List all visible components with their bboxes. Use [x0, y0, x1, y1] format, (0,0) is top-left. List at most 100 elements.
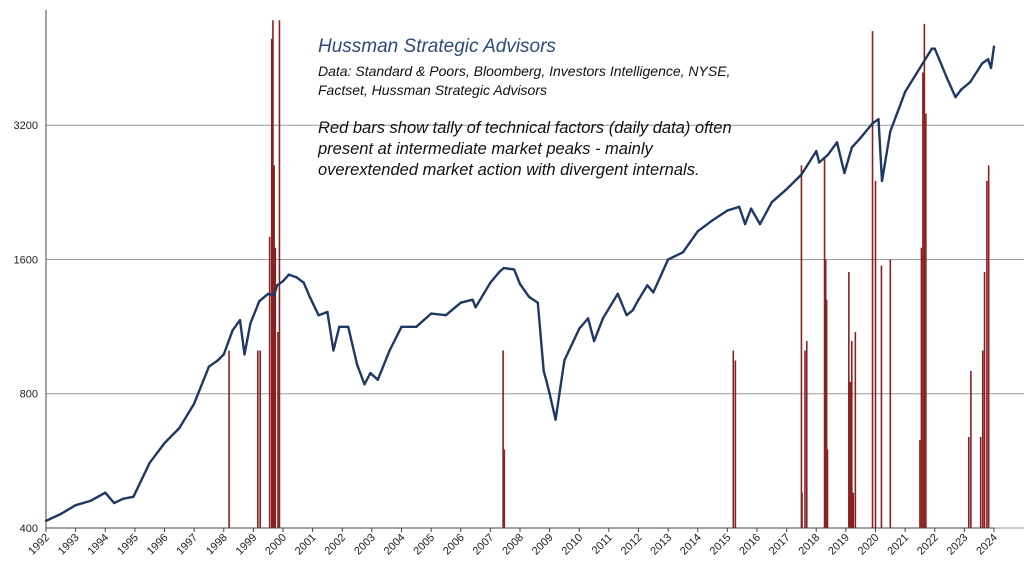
price-point [243, 353, 246, 356]
x-tick-label: 2010 [560, 532, 586, 558]
x-tick-label: 1996 [145, 532, 171, 558]
x-tick-label: 2008 [500, 532, 526, 558]
price-point [711, 218, 714, 222]
price-point [738, 205, 741, 208]
x-tick-label: 2006 [441, 532, 467, 558]
price-point [74, 503, 77, 507]
price-point [302, 281, 305, 284]
price-point [986, 57, 990, 61]
price-point [749, 207, 753, 210]
price-point [616, 292, 619, 296]
price-series [44, 45, 996, 523]
price-point [586, 317, 590, 320]
technical-factor-bars [228, 20, 990, 528]
price-point [266, 292, 270, 296]
x-tick-label: 2000 [263, 532, 289, 558]
price-point [631, 309, 634, 312]
x-tick-label: 1992 [26, 532, 52, 558]
x-tick-label: 2020 [856, 532, 882, 558]
price-point [512, 268, 516, 271]
price-point [696, 230, 699, 233]
price-point [231, 329, 234, 332]
price-point [369, 371, 372, 375]
price-point [859, 136, 862, 139]
x-tick-label: 2018 [797, 532, 823, 558]
price-point [376, 378, 379, 381]
price-point [287, 273, 291, 276]
price-point [601, 317, 605, 320]
price-point [527, 295, 531, 298]
price-point [637, 298, 640, 301]
price-point [338, 325, 341, 329]
price-point [592, 339, 596, 343]
x-tick-label: 2013 [648, 532, 674, 558]
price-point [563, 359, 566, 362]
price-point [945, 75, 948, 79]
price-point [726, 209, 729, 212]
chart-title: Hussman Strategic Advisors [318, 36, 556, 57]
x-tick-label: 2003 [352, 532, 378, 558]
x-tick-label: 2016 [737, 532, 763, 558]
price-point [652, 291, 655, 294]
price-point [818, 161, 821, 164]
price-point [429, 312, 433, 315]
x-tick-label: 2002 [323, 532, 349, 558]
price-point [498, 270, 501, 274]
price-point [502, 266, 505, 270]
price-point [625, 313, 628, 317]
price-point [104, 491, 107, 494]
price-point [112, 501, 116, 505]
price-point [388, 349, 391, 352]
y-tick-label: 1600 [14, 254, 38, 266]
x-tick-label: 1995 [115, 532, 141, 558]
price-point [969, 80, 972, 84]
price-point [332, 349, 335, 352]
price-point [317, 313, 320, 317]
price-point [758, 222, 762, 226]
price-point [249, 322, 252, 325]
price-point [258, 299, 261, 303]
price-point [536, 301, 539, 304]
x-tick-label: 2005 [411, 532, 437, 558]
x-tick-label: 2021 [885, 532, 911, 558]
y-tick-label: 400 [20, 523, 38, 535]
price-point [459, 301, 462, 304]
price-point [646, 284, 649, 287]
x-tick-label: 2009 [530, 532, 556, 558]
price-point [785, 187, 788, 191]
x-tick-label: 2024 [974, 532, 1000, 558]
price-point [59, 512, 63, 516]
x-tick-label: 1999 [234, 532, 260, 558]
price-point [800, 173, 803, 176]
x-tick-label: 1997 [174, 532, 200, 558]
price-point [871, 122, 874, 125]
price-point [489, 281, 492, 284]
x-tick-label: 2014 [678, 532, 704, 558]
price-point [355, 363, 359, 366]
x-tick-label: 2001 [293, 532, 319, 558]
x-tick-label: 2015 [708, 532, 734, 558]
chart-source: Data: Standard & Poors, Bloomberg, Inves… [318, 63, 731, 98]
grid-lines [46, 124, 1024, 529]
price-point [578, 327, 581, 330]
price-point [877, 118, 880, 121]
x-tick-label: 2017 [767, 532, 793, 558]
price-point [980, 62, 984, 65]
price-point [960, 88, 963, 91]
price-point [216, 359, 220, 362]
price-point [121, 497, 125, 501]
price-point [542, 369, 545, 373]
price-point [178, 426, 181, 430]
x-tick-label: 2012 [619, 532, 645, 558]
x-tick-label: 2022 [915, 532, 941, 558]
price-point [326, 310, 329, 314]
x-tick-label: 1998 [204, 532, 230, 558]
price-point [545, 380, 548, 384]
price-point [192, 402, 196, 405]
price-point [400, 325, 403, 329]
price-point [930, 47, 933, 50]
price-point [295, 276, 298, 279]
price-point [238, 318, 242, 322]
price-point [880, 179, 884, 183]
